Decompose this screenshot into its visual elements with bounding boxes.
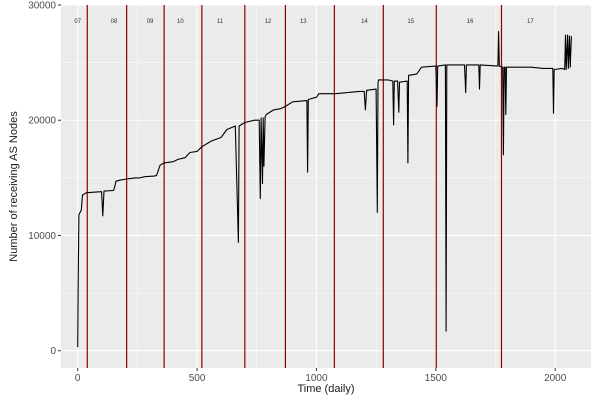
year-label: 13	[300, 19, 307, 25]
y-tick-label: 0	[50, 346, 56, 357]
x-tick-label: 1500	[425, 373, 448, 384]
year-label: 15	[407, 19, 414, 25]
x-tick-label: 0	[75, 373, 81, 384]
year-label: 12	[265, 19, 272, 25]
year-label: 10	[177, 19, 184, 25]
x-axis-ticks: 0 500 1000 1500 2000	[75, 368, 567, 384]
series-line	[77, 30, 572, 348]
year-labels: 07 08 09 10 11 12 13 14 15 16 17	[74, 19, 534, 25]
x-tick-label: 1000	[305, 373, 328, 384]
y-tick-label: 20000	[28, 116, 56, 127]
y-axis-title: Number of receiving AS Nodes	[8, 111, 20, 262]
year-label: 09	[147, 19, 154, 25]
year-label: 07	[74, 19, 81, 25]
x-axis-title: Time (daily)	[297, 383, 354, 395]
plot-panel	[61, 5, 591, 368]
year-label: 08	[111, 19, 118, 25]
year-separators	[86, 5, 503, 368]
x-tick-label: 500	[189, 373, 206, 384]
year-label: 17	[527, 19, 534, 25]
year-label: 14	[361, 19, 368, 25]
year-label: 11	[217, 19, 224, 25]
y-tick-label: 10000	[28, 231, 56, 242]
y-axis-ticks: 0 10000 20000 30000	[28, 1, 61, 357]
year-label: 16	[467, 19, 474, 25]
y-tick-label: 30000	[28, 1, 56, 12]
x-tick-label: 2000	[544, 373, 567, 384]
